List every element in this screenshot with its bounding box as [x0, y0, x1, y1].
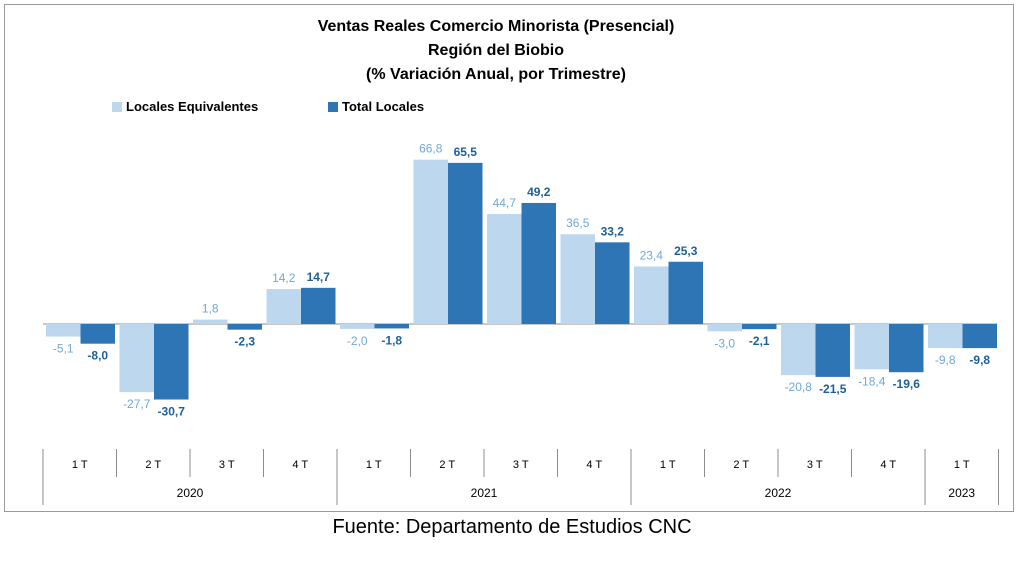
- bar-locales-equivalentes-4: [266, 289, 301, 324]
- category-label-7: 3 T: [513, 459, 529, 471]
- data-label-total-locales-5: -1,8: [381, 333, 402, 347]
- data-label-locales-equivalentes-8: 36,5: [566, 216, 590, 230]
- data-label-total-locales-8: 33,2: [601, 224, 625, 238]
- bar-total-locales-10: [742, 324, 777, 330]
- bar-total-locales-1: [80, 324, 115, 344]
- chart-title-line-3: (% Variación Anual, por Trimestre): [366, 66, 626, 83]
- data-label-locales-equivalentes-13: -9,8: [935, 353, 956, 367]
- bar-total-locales-5: [374, 324, 409, 329]
- year-label-2021: 2021: [471, 486, 498, 500]
- data-label-locales-equivalentes-12: -18,4: [858, 374, 886, 388]
- bar-total-locales-4: [301, 287, 336, 324]
- bar-locales-equivalentes-13: [928, 324, 963, 349]
- legend-label-1: Locales Equivalentes: [126, 99, 258, 114]
- data-label-total-locales-12: -19,6: [893, 377, 921, 391]
- data-label-total-locales-3: -2,3: [234, 335, 255, 349]
- data-label-total-locales-1: -8,0: [87, 349, 108, 363]
- legend-swatch-1: [112, 102, 122, 112]
- year-label-2020: 2020: [177, 486, 204, 500]
- category-label-3: 3 T: [219, 459, 235, 471]
- data-label-total-locales-7: 49,2: [527, 185, 551, 199]
- legend-swatch-2: [328, 102, 338, 112]
- data-label-total-locales-4: 14,7: [307, 270, 331, 284]
- bar-total-locales-6: [448, 162, 483, 324]
- bar-locales-equivalentes-3: [193, 319, 228, 324]
- bar-locales-equivalentes-2: [119, 324, 154, 393]
- bar-locales-equivalentes-10: [707, 324, 742, 332]
- data-label-locales-equivalentes-7: 44,7: [493, 196, 517, 210]
- category-label-11: 3 T: [807, 459, 823, 471]
- category-label-10: 2 T: [733, 459, 749, 471]
- category-label-13: 1 T: [954, 459, 970, 471]
- bar-locales-equivalentes-8: [560, 234, 595, 324]
- category-label-12: 4 T: [880, 459, 896, 471]
- data-label-total-locales-11: -21,5: [819, 382, 847, 396]
- bar-locales-equivalentes-12: [854, 324, 889, 370]
- data-label-locales-equivalentes-4: 14,2: [272, 271, 296, 285]
- bar-total-locales-11: [815, 324, 850, 377]
- category-label-2: 2 T: [145, 459, 161, 471]
- bar-locales-equivalentes-1: [46, 324, 81, 337]
- bar-total-locales-3: [227, 324, 262, 330]
- data-label-locales-equivalentes-3: 1,8: [202, 302, 219, 316]
- bar-locales-equivalentes-11: [781, 324, 816, 376]
- category-label-1: 1 T: [72, 459, 88, 471]
- chart-title-line-2: Región del Biobio: [428, 42, 564, 59]
- year-label-2023: 2023: [948, 486, 975, 500]
- data-label-locales-equivalentes-1: -5,1: [53, 342, 74, 356]
- category-label-6: 2 T: [439, 459, 455, 471]
- bar-total-locales-2: [154, 324, 189, 400]
- bar-locales-equivalentes-5: [340, 324, 375, 329]
- category-label-4: 4 T: [292, 459, 308, 471]
- chart-title-line-1: Ventas Reales Comercio Minorista (Presen…: [318, 18, 675, 35]
- category-label-8: 4 T: [586, 459, 602, 471]
- category-label-9: 1 T: [660, 459, 676, 471]
- bar-total-locales-9: [668, 261, 703, 324]
- category-label-5: 1 T: [366, 459, 382, 471]
- data-label-locales-equivalentes-11: -20,8: [785, 380, 813, 394]
- bar-locales-equivalentes-9: [634, 266, 669, 324]
- data-label-locales-equivalentes-9: 23,4: [640, 248, 664, 262]
- bar-locales-equivalentes-6: [413, 159, 448, 324]
- data-label-total-locales-2: -30,7: [158, 405, 186, 419]
- chart-frame: Ventas Reales Comercio Minorista (Presen…: [4, 4, 1014, 512]
- data-label-locales-equivalentes-6: 66,8: [419, 142, 443, 156]
- bar-chart: Ventas Reales Comercio Minorista (Presen…: [42, 18, 999, 505]
- legend-label-2: Total Locales: [342, 99, 424, 114]
- bar-total-locales-13: [962, 324, 997, 349]
- data-label-total-locales-9: 25,3: [674, 244, 698, 258]
- data-label-locales-equivalentes-5: -2,0: [347, 334, 368, 348]
- data-label-total-locales-13: -9,8: [969, 353, 990, 367]
- data-label-total-locales-10: -2,1: [749, 334, 770, 348]
- data-label-total-locales-6: 65,5: [454, 145, 478, 159]
- bar-total-locales-7: [521, 202, 556, 324]
- source-caption: Fuente: Departamento de Estudios CNC: [332, 516, 692, 538]
- year-label-2022: 2022: [765, 486, 792, 500]
- bar-locales-equivalentes-7: [487, 214, 522, 324]
- bar-total-locales-8: [595, 242, 630, 324]
- data-label-locales-equivalentes-10: -3,0: [714, 336, 735, 350]
- data-label-locales-equivalentes-2: -27,7: [123, 397, 151, 411]
- bar-total-locales-12: [889, 324, 924, 373]
